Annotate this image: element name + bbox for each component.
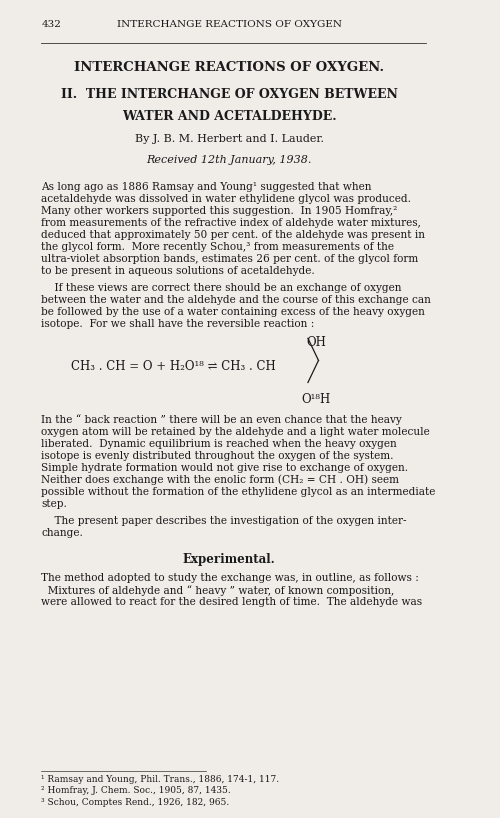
Text: step.: step. (41, 499, 67, 509)
Text: CH₃ . CH = O + H₂O¹⁸ ⇌ CH₃ . CH: CH₃ . CH = O + H₂O¹⁸ ⇌ CH₃ . CH (71, 361, 276, 373)
Text: OH: OH (306, 336, 326, 348)
Text: to be present in aqueous solutions of acetaldehyde.: to be present in aqueous solutions of ac… (41, 267, 315, 276)
Text: INTERCHANGE REACTIONS OF OXYGEN.: INTERCHANGE REACTIONS OF OXYGEN. (74, 61, 384, 74)
Text: between the water and the aldehyde and the course of this exchange can: between the water and the aldehyde and t… (41, 294, 431, 304)
Text: By J. B. M. Herbert and I. Lauder.: By J. B. M. Herbert and I. Lauder. (134, 134, 324, 144)
Text: ¹ Ramsay and Young, Phil. Trans., 1886, 174-1, 117.: ¹ Ramsay and Young, Phil. Trans., 1886, … (41, 775, 280, 784)
Text: be followed by the use of a water containing excess of the heavy oxygen: be followed by the use of a water contai… (41, 307, 425, 317)
Text: the glycol form.  More recently Schou,³ from measurements of the: the glycol form. More recently Schou,³ f… (41, 242, 394, 252)
Text: WATER AND ACETALDEHYDE.: WATER AND ACETALDEHYDE. (122, 110, 336, 123)
Text: acetaldehyde was dissolved in water ethylidene glycol was produced.: acetaldehyde was dissolved in water ethy… (41, 194, 411, 204)
Text: Experimental.: Experimental. (183, 554, 276, 566)
Text: As long ago as 1886 Ramsay and Young¹ suggested that when: As long ago as 1886 Ramsay and Young¹ su… (41, 182, 372, 191)
Text: possible without the formation of the ethylidene glycol as an intermediate: possible without the formation of the et… (41, 487, 436, 497)
Text: isotope is evenly distributed throughout the oxygen of the system.: isotope is evenly distributed throughout… (41, 451, 394, 461)
Text: ³ Schou, Comptes Rend., 1926, 182, 965.: ³ Schou, Comptes Rend., 1926, 182, 965. (41, 798, 230, 807)
Text: Mixtures of aldehyde and “ heavy ” water, of known composition,: Mixtures of aldehyde and “ heavy ” water… (41, 585, 395, 596)
Text: Many other workers supported this suggestion.  In 1905 Homfray,²: Many other workers supported this sugges… (41, 206, 398, 216)
Text: II.  THE INTERCHANGE OF OXYGEN BETWEEN: II. THE INTERCHANGE OF OXYGEN BETWEEN (60, 88, 398, 101)
Text: ultra-violet absorption bands, estimates 26 per cent. of the glycol form: ultra-violet absorption bands, estimates… (41, 254, 418, 264)
Text: In the “ back reaction ” there will be an even chance that the heavy: In the “ back reaction ” there will be a… (41, 415, 402, 425)
Text: Received 12th January, 1938.: Received 12th January, 1938. (146, 155, 312, 165)
Text: INTERCHANGE REACTIONS OF OXYGEN: INTERCHANGE REACTIONS OF OXYGEN (116, 20, 342, 29)
Text: Neither does exchange with the enolic form (CH₂ = CH . OH) seem: Neither does exchange with the enolic fo… (41, 475, 399, 486)
Text: liberated.  Dynamic equilibrium is reached when the heavy oxygen: liberated. Dynamic equilibrium is reache… (41, 438, 397, 448)
Text: deduced that approximately 50 per cent. of the aldehyde was present in: deduced that approximately 50 per cent. … (41, 230, 425, 240)
Text: were allowed to react for the desired length of time.  The aldehyde was: were allowed to react for the desired le… (41, 597, 422, 607)
Text: change.: change. (41, 528, 83, 538)
Text: If these views are correct there should be an exchange of oxygen: If these views are correct there should … (41, 282, 402, 293)
Text: from measurements of the refractive index of aldehyde water mixtures,: from measurements of the refractive inde… (41, 218, 421, 228)
Text: The present paper describes the investigation of the oxygen inter-: The present paper describes the investig… (41, 516, 406, 526)
Text: 432: 432 (41, 20, 61, 29)
Text: Simple hydrate formation would not give rise to exchange of oxygen.: Simple hydrate formation would not give … (41, 463, 408, 473)
Text: isotope.  For we shall have the reversible reaction :: isotope. For we shall have the reversibl… (41, 319, 314, 329)
Text: The method adopted to study the exchange was, in outline, as follows :: The method adopted to study the exchange… (41, 573, 419, 583)
Text: ² Homfray, J. Chem. Soc., 1905, 87, 1435.: ² Homfray, J. Chem. Soc., 1905, 87, 1435… (41, 786, 231, 795)
Text: O¹⁸H: O¹⁸H (302, 393, 331, 406)
Text: oxygen atom will be retained by the aldehyde and a light water molecule: oxygen atom will be retained by the alde… (41, 426, 430, 437)
